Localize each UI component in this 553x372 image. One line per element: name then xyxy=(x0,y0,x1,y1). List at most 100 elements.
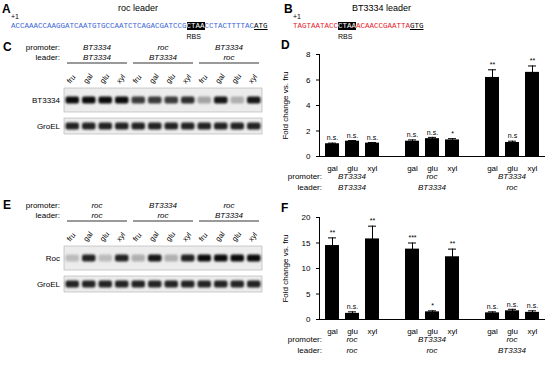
svg-text:glu: glu xyxy=(230,72,243,85)
svg-text:gal: gal xyxy=(81,230,95,244)
svg-text:**: ** xyxy=(530,57,536,64)
svg-text:15: 15 xyxy=(302,239,311,248)
svg-text:gal: gal xyxy=(81,72,95,86)
svg-text:glu: glu xyxy=(230,230,243,243)
svg-text:glu: glu xyxy=(507,327,518,336)
svg-text:5: 5 xyxy=(306,290,311,299)
html-text:B: B xyxy=(284,2,293,16)
svg-text:fru: fru xyxy=(131,73,144,85)
svg-text:xyl: xyl xyxy=(114,72,127,85)
svg-text:gal: gal xyxy=(327,164,338,173)
svg-text:GroEL: GroEL xyxy=(37,122,61,131)
svg-text:E: E xyxy=(3,198,11,212)
html-text:roc leader: roc leader xyxy=(118,3,158,13)
svg-text:n.s.: n.s. xyxy=(347,303,358,310)
svg-text:n.s.: n.s. xyxy=(527,302,538,309)
svg-text:n.s.: n.s. xyxy=(347,132,358,139)
svg-text:fru: fru xyxy=(65,231,78,243)
svg-text:n.s.: n.s. xyxy=(427,129,438,136)
html-text:D: D xyxy=(281,38,290,52)
svg-text:0: 0 xyxy=(306,152,311,161)
svg-text:gal: gal xyxy=(147,72,161,86)
svg-text:n.s.: n.s. xyxy=(327,134,338,141)
svg-text:glu: glu xyxy=(347,327,358,336)
svg-text:0: 0 xyxy=(306,315,311,324)
svg-text:promoter:: promoter: xyxy=(26,43,60,52)
svg-text:4: 4 xyxy=(306,101,311,110)
svg-text:gal: gal xyxy=(213,72,227,86)
svg-text:xyl: xyl xyxy=(180,72,193,85)
svg-text:BT3334: BT3334 xyxy=(215,211,244,220)
svg-text:8: 8 xyxy=(306,50,311,59)
svg-text:glu: glu xyxy=(507,164,518,173)
svg-text:BT3334: BT3334 xyxy=(83,53,112,62)
svg-text:2: 2 xyxy=(306,127,311,136)
svg-text:xyl: xyl xyxy=(368,164,378,173)
svg-text:n.s: n.s xyxy=(508,132,518,139)
svg-text:GroEL: GroEL xyxy=(37,280,61,289)
svg-text:roc: roc xyxy=(91,201,102,210)
svg-text:glu: glu xyxy=(164,72,177,85)
svg-text:glu: glu xyxy=(427,327,438,336)
svg-text:xyl: xyl xyxy=(246,72,259,85)
svg-text:**: ** xyxy=(370,217,376,224)
svg-text:xyl: xyl xyxy=(180,230,193,243)
svg-text:roc: roc xyxy=(157,211,168,220)
svg-text:roc: roc xyxy=(223,201,234,210)
svg-text:gal: gal xyxy=(407,327,418,336)
svg-text:gal: gal xyxy=(487,164,498,173)
svg-text:glu: glu xyxy=(427,164,438,173)
svg-text:xyl: xyl xyxy=(114,230,127,243)
svg-text:roc: roc xyxy=(91,211,102,220)
svg-text:xyl: xyl xyxy=(528,164,538,173)
svg-text:Fold change vs. fru: Fold change vs. fru xyxy=(281,234,290,302)
svg-text:**: ** xyxy=(330,229,336,236)
svg-text:20: 20 xyxy=(302,213,311,222)
svg-text:Fold change vs. fru: Fold change vs. fru xyxy=(281,71,290,139)
html-text:BT3334 leader: BT3334 leader xyxy=(352,3,411,13)
html-text:A: A xyxy=(2,2,11,16)
svg-text:xyl: xyl xyxy=(528,327,538,336)
svg-text:**: ** xyxy=(490,61,496,68)
svg-text:10: 10 xyxy=(302,264,311,273)
svg-text:fru: fru xyxy=(131,231,144,243)
svg-text:BT3334: BT3334 xyxy=(215,43,244,52)
svg-text:glu: glu xyxy=(347,164,358,173)
svg-text:n.s.: n.s. xyxy=(487,303,498,310)
svg-text:xyl: xyl xyxy=(448,327,458,336)
svg-text:C: C xyxy=(3,40,12,54)
svg-text:glu: glu xyxy=(164,230,177,243)
svg-text:BT3334: BT3334 xyxy=(32,96,61,105)
svg-text:xyl: xyl xyxy=(246,230,259,243)
svg-text:fru: fru xyxy=(197,231,210,243)
svg-text:gal: gal xyxy=(327,327,338,336)
svg-text:gal: gal xyxy=(213,230,227,244)
svg-text:roc: roc xyxy=(157,43,168,52)
svg-text:promoter:: promoter: xyxy=(26,201,60,210)
svg-text:glu: glu xyxy=(98,230,111,243)
svg-text:xyl: xyl xyxy=(448,164,458,173)
svg-text:leader:: leader: xyxy=(36,211,60,220)
svg-text:*: * xyxy=(431,302,434,309)
svg-text:gal: gal xyxy=(147,230,161,244)
svg-text:roc: roc xyxy=(223,53,234,62)
svg-text:fru: fru xyxy=(65,73,78,85)
svg-text:n.s.: n.s. xyxy=(507,301,518,308)
svg-text:xyl: xyl xyxy=(368,327,378,336)
svg-text:glu: glu xyxy=(98,72,111,85)
svg-text:gal: gal xyxy=(407,164,418,173)
svg-text:Roc: Roc xyxy=(46,254,60,263)
svg-text:*: * xyxy=(451,130,454,137)
svg-text:BT3334: BT3334 xyxy=(83,43,112,52)
svg-text:n.s.: n.s. xyxy=(407,131,418,138)
html-text:promoter:: promoter: xyxy=(287,172,322,181)
svg-text:gal: gal xyxy=(487,327,498,336)
svg-text:6: 6 xyxy=(306,76,311,85)
svg-text:BT3334: BT3334 xyxy=(149,53,178,62)
svg-text:***: *** xyxy=(408,234,416,241)
svg-text:fru: fru xyxy=(197,73,210,85)
svg-text:BT3334: BT3334 xyxy=(149,201,178,210)
svg-text:n.s.: n.s. xyxy=(367,134,378,141)
svg-text:**: ** xyxy=(450,240,456,247)
svg-text:leader:: leader: xyxy=(36,53,60,62)
